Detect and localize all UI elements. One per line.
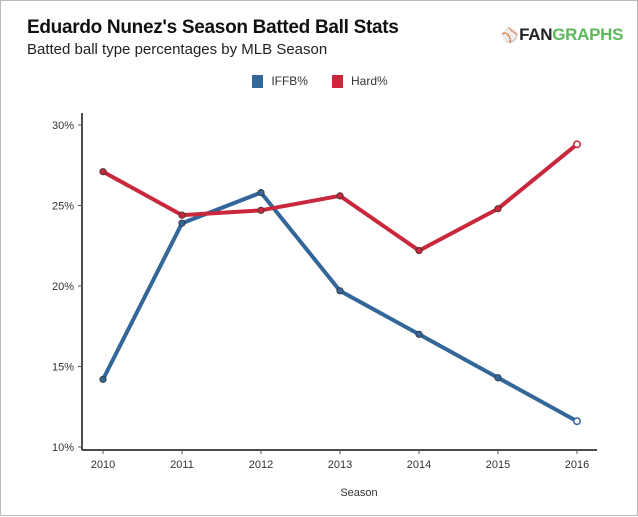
- y-tick-label: 20%: [52, 281, 74, 293]
- logo-text-fan: FAN: [519, 25, 553, 44]
- x-tick-label: 2012: [249, 459, 273, 471]
- data-point-iffb-2013[interactable]: [336, 287, 344, 295]
- x-tick-label: 2011: [170, 459, 194, 471]
- legend-label-hard: Hard%: [350, 74, 388, 88]
- data-point-hard-2011[interactable]: [178, 211, 186, 219]
- data-point-iffb-2010[interactable]: [99, 375, 107, 383]
- data-point-iffb-2012[interactable]: [257, 189, 265, 197]
- fangraphs-logo: ⚾FANGRAPHS: [501, 25, 623, 45]
- data-point-iffb-2011[interactable]: [178, 219, 186, 227]
- x-tick-label: 2013: [328, 459, 352, 471]
- logo-text-graphs: GRAPHS: [552, 25, 624, 44]
- batter-icon: ⚾: [501, 27, 519, 43]
- x-tick-label: 2014: [407, 459, 431, 471]
- chart-subtitle: Batted ball type percentages by MLB Seas…: [27, 41, 328, 58]
- x-tick-label: 2010: [91, 459, 115, 471]
- data-point-hard-2010[interactable]: [99, 168, 107, 176]
- data-point-hard-2013[interactable]: [336, 192, 344, 200]
- legend-swatch-iffb: [252, 74, 264, 88]
- data-point-hard-2015[interactable]: [494, 205, 502, 213]
- series-lines: [101, 142, 579, 423]
- legend-label-iffb: IFFB%: [271, 74, 308, 88]
- legend-swatch-hard: [331, 74, 343, 88]
- legend-item-hard[interactable]: Hard%: [331, 74, 388, 88]
- axes: 10% 15% 20% 25% 30% 2010 2011 2012 2013 2014 2015 2…: [52, 113, 597, 471]
- chart-title: Eduardo Nunez's Season Batted Ball Stats: [27, 17, 399, 38]
- x-tick-label: 2016: [565, 459, 589, 471]
- data-point-iffb-2014[interactable]: [415, 330, 423, 338]
- data-point-hard-2012[interactable]: [257, 206, 265, 214]
- legend: IFFB% Hard%: [1, 74, 638, 88]
- x-tick-label: 2015: [486, 459, 510, 471]
- data-point-iffb-2015[interactable]: [494, 374, 502, 382]
- y-tick-label: 15%: [52, 362, 74, 374]
- series-line-iffb: [101, 190, 578, 423]
- series-points: [99, 140, 581, 426]
- y-tick-label: 10%: [52, 442, 74, 454]
- data-point-hard-2016[interactable]: [573, 140, 581, 149]
- legend-item-iffb[interactable]: IFFB%: [252, 74, 308, 88]
- y-tick-label: 30%: [52, 120, 74, 132]
- data-point-hard-2014[interactable]: [415, 246, 423, 255]
- y-tick-label: 25%: [52, 201, 74, 213]
- x-axis-label: Season: [340, 487, 377, 499]
- data-point-iffb-2016[interactable]: [573, 417, 581, 426]
